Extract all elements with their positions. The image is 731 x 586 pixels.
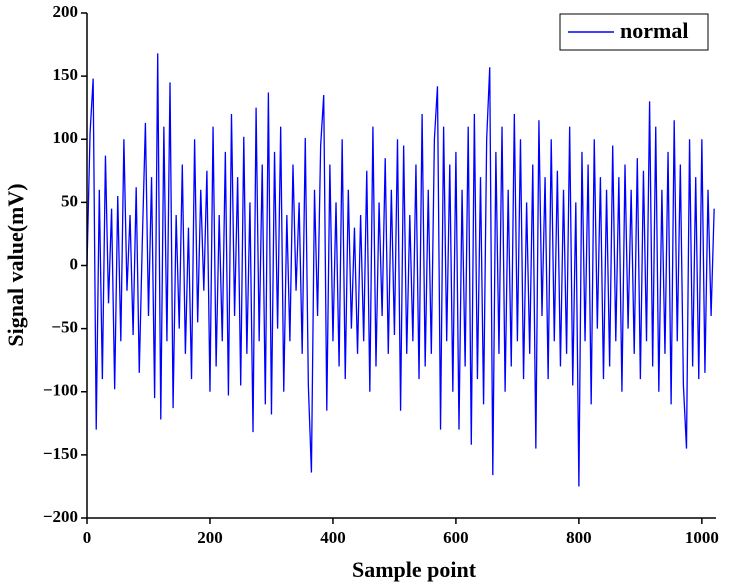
series-line — [86, 53, 715, 487]
y-tick-label: 100 — [53, 128, 79, 147]
x-tick-label: 200 — [197, 528, 223, 547]
x-tick-label: 400 — [320, 528, 346, 547]
y-tick-label: −150 — [43, 444, 78, 463]
y-axis-title: Signal value(mV) — [3, 183, 28, 346]
y-tick-label: −200 — [43, 507, 78, 526]
y-tick-label: 50 — [61, 191, 78, 210]
x-tick-label: 600 — [443, 528, 469, 547]
x-tick-label: 800 — [566, 528, 592, 547]
y-tick-label: 200 — [53, 2, 79, 21]
x-tick-label: 0 — [83, 528, 92, 547]
y-tick-label: 150 — [53, 65, 79, 84]
legend-label: normal — [620, 18, 688, 43]
y-tick-label: −50 — [51, 318, 78, 337]
y-tick-label: −100 — [43, 381, 78, 400]
x-axis-title: Sample point — [352, 557, 477, 582]
y-tick-label: 0 — [70, 254, 79, 273]
x-tick-label: 1000 — [685, 528, 719, 547]
